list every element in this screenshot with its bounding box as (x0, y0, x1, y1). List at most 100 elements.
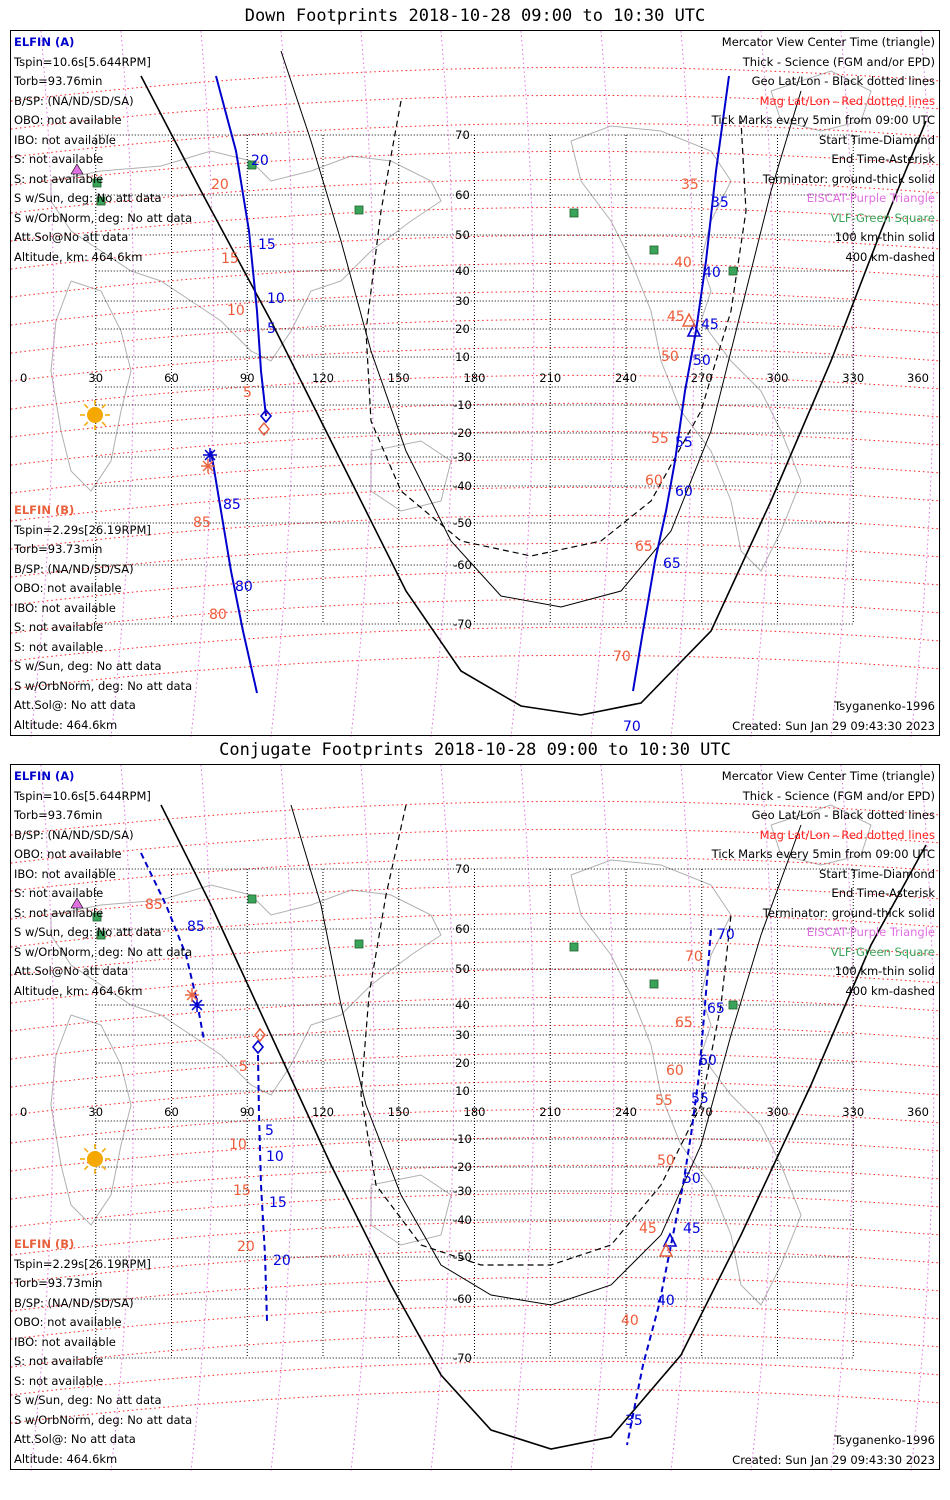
lat-tick-label: -10 (453, 1132, 472, 1146)
elfin-a-info-line: Tspin=10.6s[5.644RPM] (14, 788, 151, 803)
lon-tick-label: 180 (464, 1105, 486, 1119)
mag-lon-line (590, 765, 615, 1471)
coastline (370, 1174, 452, 1246)
elfin-a-info-line: OBO: not available (14, 847, 122, 861)
legend-item: EISCAT-Purple Triangle (806, 925, 935, 939)
elfin-a-tick-label: 60 (699, 1053, 717, 1069)
elfin-b-tick-label: 70 (613, 649, 631, 665)
elfin-b-info-line: IBO: not available (14, 1334, 116, 1349)
elfin-a-info-line: OBO: not available (14, 113, 122, 127)
elfin-b-tick-label: 40 (674, 255, 692, 271)
mag-lat-line (11, 542, 941, 578)
mag-lat-line (11, 234, 941, 270)
mag-lat-line (11, 1024, 941, 1060)
elfin-b-info-line: Torb=93.73min (14, 542, 103, 556)
coastline (50, 280, 132, 492)
elfin-b-info-line: Altitude: 464.6km (14, 717, 118, 732)
created-timestamp: Created: Sun Jan 29 09:43:30 2023 (732, 1453, 935, 1467)
mag-lon-line (670, 31, 695, 737)
mag-lat-line (11, 800, 941, 836)
mag-lat-line (11, 912, 941, 948)
elfin-b-tick-label: 45 (639, 1221, 657, 1237)
elfin-a-info-line: S: not available (14, 905, 104, 920)
lon-tick-label: 30 (88, 1105, 103, 1119)
elfin-b-info-line: S w/Sun, deg: No att data (14, 659, 162, 673)
elfin-a-track (626, 929, 712, 1446)
mag-lat-line (11, 968, 941, 1004)
elfin-b-tick-label: 55 (655, 1093, 673, 1109)
elfin-b-tick-label: 65 (675, 1015, 693, 1031)
elfin-a-info-line: Altitude, km: 464.6km (14, 249, 143, 264)
lon-tick-label: 90 (240, 371, 255, 385)
mag-lon-line (30, 765, 55, 1471)
legend: Mercator View Center Time (triangle) Thic… (712, 767, 935, 1001)
lat-tick-label: 10 (455, 350, 470, 364)
elfin-a-tick-label: 60 (675, 484, 693, 500)
lon-tick-label: 60 (164, 371, 179, 385)
elfin-b-tick-label: 60 (645, 473, 663, 489)
legend-item: Geo Lat/Lon - Black dotted lines (751, 74, 935, 88)
mag-lon-line (510, 765, 535, 1471)
elfin-b-info-line: OBO: not available (14, 581, 122, 595)
elfin-a-start-diamond (251, 1039, 265, 1055)
elfin-b-info-line: Altitude: 464.6km (14, 1451, 118, 1466)
lon-tick-label: 120 (312, 371, 334, 385)
elfin-b-tick-label: 60 (666, 1063, 684, 1079)
lat-tick-label: -60 (453, 558, 472, 572)
elfin-b-header: ELFIN (B) (14, 1237, 75, 1251)
elfin-b-start-diamond (258, 421, 270, 437)
mag-lon-line (430, 765, 455, 1471)
elfin-b-info-line: S: not available (14, 1373, 104, 1388)
elfin-b-info-line: IBO: not available (14, 600, 116, 615)
terminator-400km (360, 804, 732, 1266)
legend: Mercator View Center Time (triangle) Thic… (712, 33, 935, 267)
vlf-station-square (247, 894, 257, 904)
mag-lat-line (11, 150, 941, 186)
mag-lat-line (11, 1360, 941, 1396)
vlf-station-square (728, 1000, 738, 1010)
mag-lat-line (11, 1248, 941, 1284)
mag-lat-line (11, 486, 941, 522)
created-timestamp: Created: Sun Jan 29 09:43:30 2023 (732, 719, 935, 733)
legend-item: End Time-Asterisk (831, 886, 935, 900)
elfin-a-info-line: Altitude, km: 464.6km (14, 983, 143, 998)
lon-tick-label: 30 (88, 371, 103, 385)
model-label: Tsyganenko-1996 (834, 699, 935, 713)
lon-tick-label: 120 (312, 1105, 334, 1119)
elfin-a-tick-label: 10 (266, 1149, 284, 1165)
elfin-a-tick-label: 70 (623, 719, 641, 735)
elfin-b-tick-label: 65 (635, 539, 653, 555)
vlf-station-square (92, 912, 102, 922)
elfin-b-tick-label: 40 (621, 1313, 639, 1329)
elfin-a-info-line: S: not available (14, 152, 104, 166)
lon-tick-label: 330 (842, 371, 864, 385)
lat-tick-label: 10 (455, 1084, 470, 1098)
map-canvas: 0 30 60 90 120 150 180 210 240 270 300 330 360 70 60 50… (11, 31, 941, 737)
lat-tick-label: 40 (455, 264, 470, 278)
elfin-a-tick-label: 20 (273, 1253, 291, 1269)
elfin-a-tick-label: 70 (717, 927, 735, 943)
mag-lat-line (11, 374, 941, 410)
legend-item: Thick - Science (FGM and/or EPD) (742, 54, 935, 69)
legend-item: VLF-Green Square (830, 210, 935, 225)
mag-lon-line (350, 31, 375, 737)
elfin-b-tick-label: 10 (227, 303, 245, 319)
legend-item: 100 km-thin solid (834, 964, 935, 978)
lon-tick-label: 210 (539, 1105, 561, 1119)
lat-tick-label: 70 (455, 862, 470, 876)
mag-lon-line (910, 31, 935, 737)
elfin-a-tick-label: 35 (625, 1413, 643, 1429)
elfin-a-center-triangle (686, 322, 702, 337)
coastline (370, 440, 452, 512)
elfin-a-track (257, 1054, 268, 1322)
elfin-a-tick-label: 80 (235, 579, 253, 595)
mag-lon-line (510, 31, 535, 737)
mag-lon-line (910, 765, 935, 1471)
mag-lat-line (11, 1136, 941, 1172)
mag-lat-line (11, 884, 941, 920)
elfin-b-tick-label: 55 (651, 431, 669, 447)
legend-item: Mag Lat/Lon - Red dotted lines (759, 827, 935, 842)
legend-item: Tick Marks every 5min from 09:00 UTC (711, 113, 935, 127)
elfin-a-info-line: Torb=93.76min (14, 808, 103, 822)
elfin-b-tick-label: 5 (243, 385, 252, 401)
